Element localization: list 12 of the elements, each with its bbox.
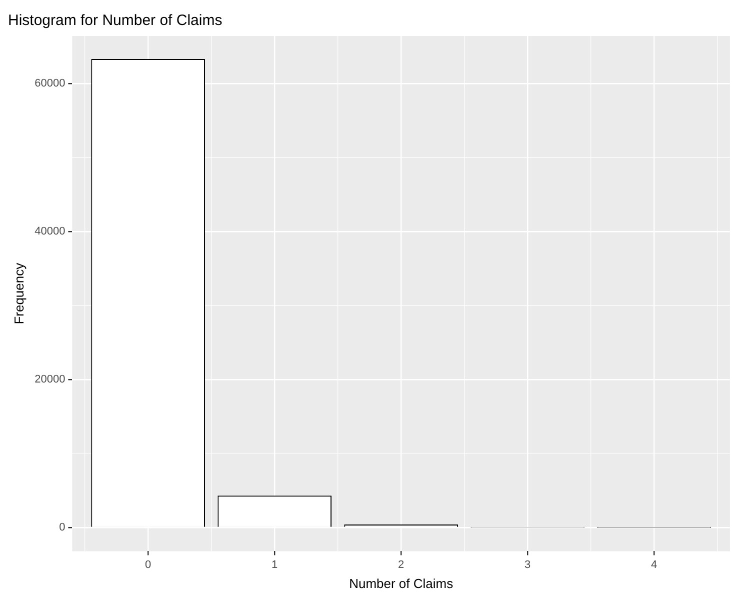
x-tick-label: 1 xyxy=(272,558,278,571)
y-axis-title: Frequency xyxy=(11,262,26,324)
x-tick-label: 0 xyxy=(145,558,152,571)
chart-title: Histogram for Number of Claims xyxy=(8,12,222,30)
x-tick-label: 4 xyxy=(651,558,658,571)
y-tick-label: 20000 xyxy=(34,374,66,386)
x-tick-label: 2 xyxy=(398,558,404,571)
y-tick-label: 0 xyxy=(59,522,66,534)
x-axis-title: Number of Claims xyxy=(349,576,454,591)
y-tick-label: 60000 xyxy=(34,77,66,90)
x-tick-label: 3 xyxy=(524,558,531,571)
y-tick-label: 40000 xyxy=(34,225,66,238)
